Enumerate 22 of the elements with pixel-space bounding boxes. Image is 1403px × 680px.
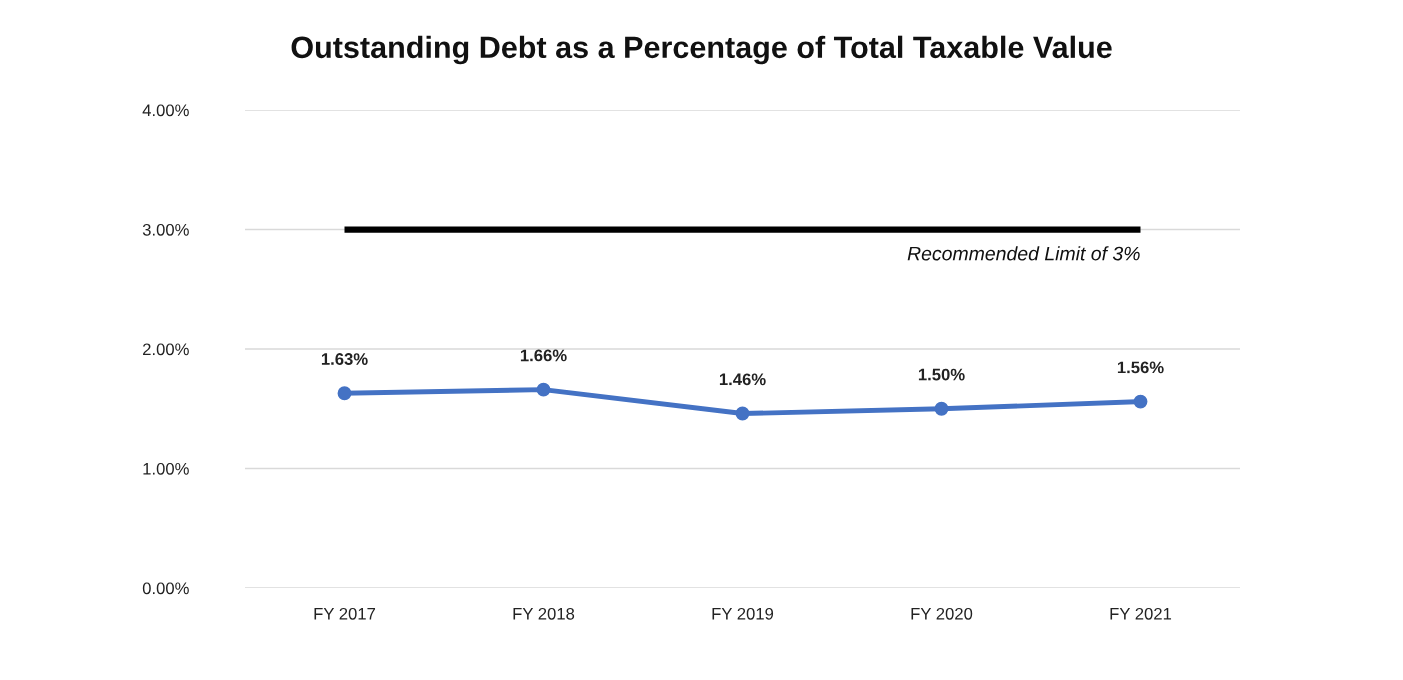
- y-tick-label: 1.00%: [143, 462, 189, 475]
- point: [934, 401, 949, 416]
- chart-title: Outstanding Debt as a Percentage of Total Taxable Value: [291, 35, 1112, 65]
- y-tick-label: 3.00%: [142, 223, 189, 236]
- point: [536, 382, 551, 397]
- data-label: 1.56%: [1117, 361, 1164, 374]
- point: [735, 406, 750, 421]
- x-tick-label: FY 2018: [513, 607, 575, 620]
- data-label: 1.63%: [321, 353, 368, 365]
- data-label: 1.50%: [918, 368, 965, 381]
- data-label: 1.46%: [719, 373, 766, 386]
- y-tick-label: 2.00%: [143, 343, 189, 356]
- y-tick-label: 4.00%: [142, 104, 189, 117]
- x-tick-label: FY 2019: [712, 607, 774, 620]
- x-tick-label: FY 2017: [314, 607, 376, 620]
- data-label: 1.66%: [520, 349, 567, 362]
- y-tick-label: 0.00%: [142, 582, 189, 595]
- x-tick-label: FY 2021: [1110, 607, 1172, 620]
- x-tick-label: FY 2020: [911, 607, 973, 620]
- ref-line-label: Recommended Limit of 3%: [907, 246, 1140, 261]
- point: [337, 386, 352, 401]
- point: [1133, 394, 1148, 409]
